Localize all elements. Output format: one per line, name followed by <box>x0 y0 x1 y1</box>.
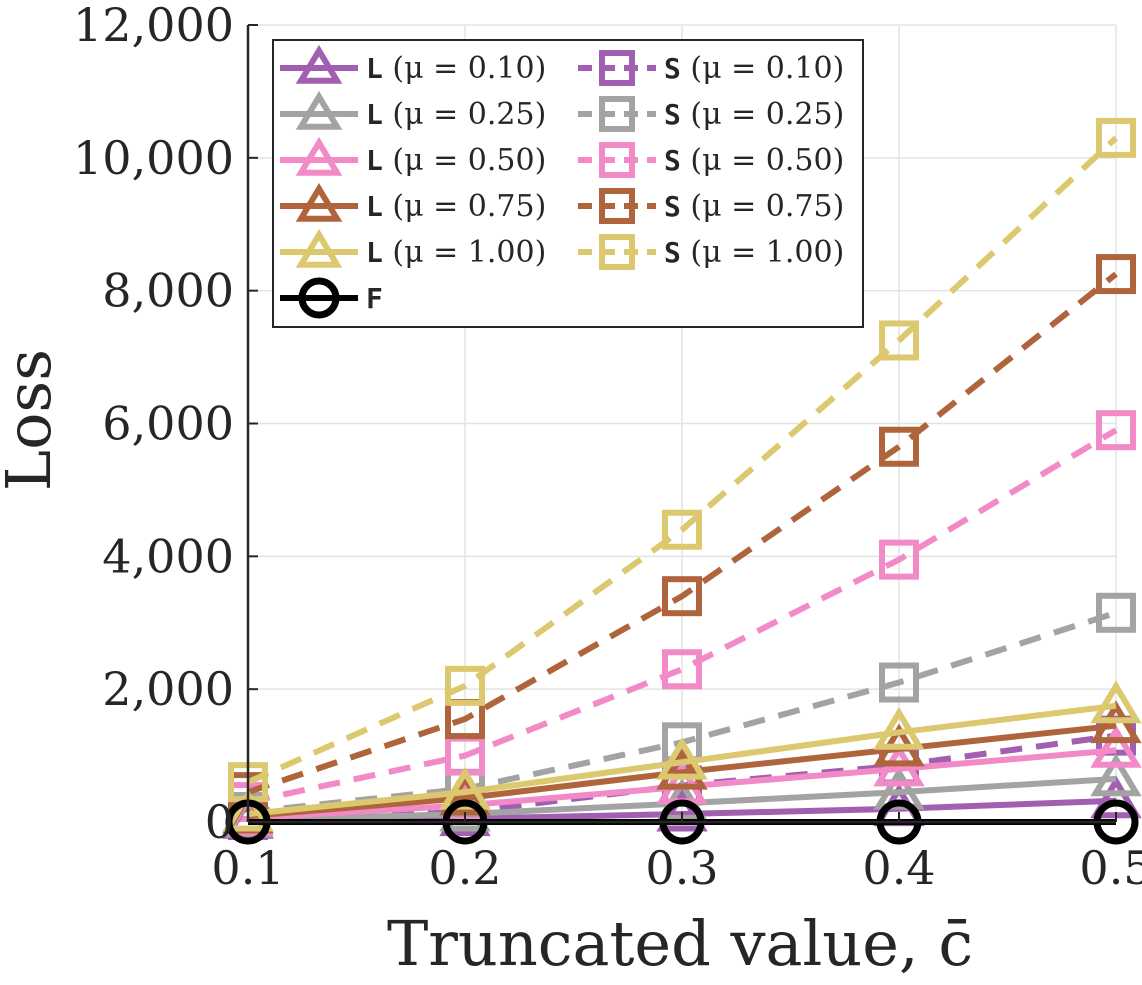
square-marker <box>1096 410 1136 451</box>
legend-label: S (μ = 0.75) <box>664 189 844 224</box>
square-marker <box>662 509 702 550</box>
legend-label: S (μ = 0.10) <box>664 51 844 86</box>
legend-label: S (μ = 0.25) <box>664 97 844 132</box>
series-line <box>247 271 1118 795</box>
legend-entry: S (μ = 0.10) <box>578 50 844 86</box>
square-marker <box>879 320 919 361</box>
legend-entry: S (μ = 0.50) <box>578 142 844 178</box>
x-tick-label: 0.3 <box>645 841 718 895</box>
square-marker <box>879 539 919 580</box>
series-layer <box>222 117 1142 845</box>
series-line <box>247 702 1117 818</box>
legend-label: L (μ = 0.50) <box>366 143 546 178</box>
legend-entry: L (μ = 0.50) <box>280 136 546 178</box>
tick-labels: 0.1 0.2 0.3 0.4 0.5 0 2,000 4,000 6,000 8,000 10,0… <box>73 0 1142 895</box>
triangle-marker <box>873 766 925 810</box>
triangle-marker <box>295 44 343 84</box>
legend-entry: L (μ = 0.25) <box>280 90 546 132</box>
triangle-marker <box>222 788 274 832</box>
triangle-marker <box>1090 724 1142 768</box>
square-marker <box>599 234 635 270</box>
legend-entry: S (μ = 0.25) <box>578 96 844 132</box>
y-tick-label: 10,000 <box>73 131 234 185</box>
y-tick-label: 4,000 <box>102 529 234 583</box>
square-marker <box>445 665 485 706</box>
square-marker <box>879 662 919 703</box>
square-marker <box>662 576 702 617</box>
legend-entry: L (μ = 0.75) <box>280 182 546 224</box>
triangle-marker <box>1090 680 1142 724</box>
square-marker <box>599 50 635 86</box>
y-tick-label: 12,000 <box>73 0 234 52</box>
triangle-marker <box>295 182 343 222</box>
legend-label: L (μ = 1.00) <box>366 235 546 270</box>
legend-label: S (μ = 0.50) <box>664 143 844 178</box>
square-marker <box>662 649 702 690</box>
y-tick-label: 6,000 <box>102 397 234 451</box>
series-s-1-00- <box>228 117 1136 803</box>
triangle-marker <box>295 136 343 176</box>
circle-marker <box>298 277 340 319</box>
legend-entry: F <box>280 277 383 319</box>
legend-label: S (μ = 1.00) <box>664 235 844 270</box>
square-marker <box>1096 117 1136 158</box>
triangle-marker <box>1090 753 1142 797</box>
square-marker <box>599 96 635 132</box>
series-line <box>247 427 1118 806</box>
series-l-1-00- <box>222 680 1142 832</box>
legend: L (μ = 0.10) L (μ = 0.25) L (μ = 0.50) L (μ… <box>272 39 864 328</box>
legend-box <box>272 39 864 328</box>
x-tick-label: 0.5 <box>1079 841 1142 895</box>
x-axis-title: Truncated value, c̄ <box>387 907 973 980</box>
legend-label: F <box>366 282 383 315</box>
square-marker <box>879 426 919 467</box>
legend-entry: S (μ = 0.75) <box>578 188 844 224</box>
triangle-marker <box>656 736 708 780</box>
x-tick-label: 0.1 <box>211 841 284 895</box>
triangle-marker <box>295 90 343 130</box>
y-axis-title: Loss <box>0 349 65 491</box>
axes <box>246 24 1117 824</box>
series-line <box>247 722 1117 820</box>
triangle-marker <box>873 706 925 750</box>
square-marker <box>1096 254 1136 295</box>
series-line <box>246 135 1119 785</box>
square-marker <box>1096 592 1136 633</box>
legend-entry: L (μ = 1.00) <box>280 228 546 270</box>
square-marker <box>599 188 635 224</box>
triangle-marker <box>656 788 708 832</box>
square-marker <box>599 142 635 178</box>
triangle-marker <box>295 228 343 268</box>
legend-label: L (μ = 0.75) <box>366 189 546 224</box>
legend-entry: S (μ = 1.00) <box>578 234 844 270</box>
legend-label: L (μ = 0.25) <box>366 97 546 132</box>
x-tick-label: 0.2 <box>428 841 501 895</box>
x-tick-label: 0.4 <box>862 841 935 895</box>
y-tick-label: 2,000 <box>102 662 234 716</box>
legend-entry: L (μ = 0.10) <box>280 44 546 86</box>
triangle-marker <box>439 766 491 810</box>
triangle-marker <box>656 746 708 790</box>
legend-label: L (μ = 0.10) <box>366 51 546 86</box>
y-tick-label: 0 <box>205 795 234 849</box>
y-tick-label: 8,000 <box>102 264 234 318</box>
